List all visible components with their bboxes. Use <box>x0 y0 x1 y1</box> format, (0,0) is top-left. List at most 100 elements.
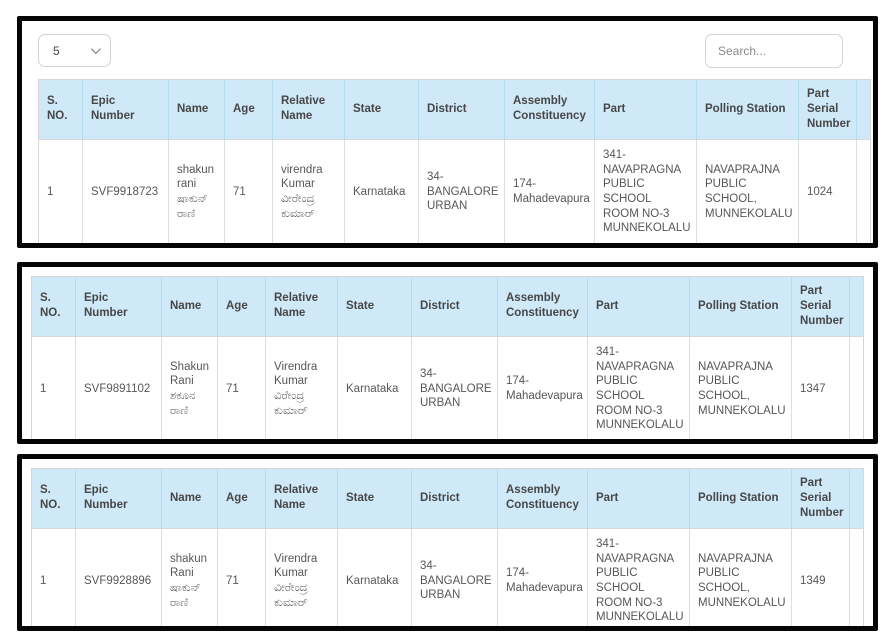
voter-table-2: S. NO. Epic Number Name Age Relative Nam… <box>31 276 864 439</box>
col-header-district: District <box>418 79 505 140</box>
cell-part: 341-NAVAPRAGNA PUBLIC SCHOOL ROOM NO-3 M… <box>594 139 697 243</box>
col-header-epic: Epic Number <box>75 468 162 529</box>
col-header-part: Part <box>587 468 690 529</box>
col-header-assembly: Assembly Constituency <box>497 468 588 529</box>
cell-state: Karnataka <box>337 528 412 626</box>
page-size-value: 5 <box>53 43 60 58</box>
col-header-part-serial: Part Serial Number <box>791 468 850 529</box>
cell-state: Karnataka <box>344 139 419 243</box>
col-header-relative: Relative Name <box>265 468 338 529</box>
cell-part-serial: 1024 <box>798 139 857 243</box>
cell-epic: SVF9928896 <box>75 528 162 626</box>
cell-sno: 1 <box>31 336 76 439</box>
cell-district: 34-BANGALORE URBAN <box>418 139 505 243</box>
table-row: 1 SVF9918723 shakun rani ಷಾಕುನ್ ರಾಣಿ 71 … <box>38 139 871 243</box>
cell-age: 71 <box>217 528 266 626</box>
name-english: shakun rani <box>177 163 215 191</box>
col-header-extra <box>856 79 871 140</box>
col-header-part-serial: Part Serial Number <box>798 79 857 140</box>
col-header-polling: Polling Station <box>689 468 792 529</box>
col-header-part: Part <box>594 79 697 140</box>
cell-name: shakun Rani ಷಾಕುನ್ ರಾಣಿ <box>161 528 218 626</box>
cell-relative: virendra Kumar ವೀರೇಂದ್ರ ಕುಮಾರ್ <box>272 139 345 243</box>
col-header-assembly: Assembly Constituency <box>504 79 595 140</box>
col-header-district: District <box>411 468 498 529</box>
col-header-state: State <box>337 276 412 337</box>
header-row: S. NO. Epic Number Name Age Relative Nam… <box>31 468 864 529</box>
cell-assembly: 174-Mahadevapura <box>504 139 595 243</box>
col-header-relative: Relative Name <box>265 276 338 337</box>
cell-relative: Virendra Kumar ವಿರೇಂದ್ರ ಕುಮಾರ್ <box>265 336 338 439</box>
relative-kannada: ವೀರೇಂದ್ರ ಕುಮಾರ್ <box>281 192 315 220</box>
cell-sno: 1 <box>31 528 76 626</box>
relative-english: Virendra Kumar <box>274 552 318 580</box>
col-header-age: Age <box>224 79 273 140</box>
cell-district: 34-BANGALORE URBAN <box>411 528 498 626</box>
cell-district: 34-BANGALORE URBAN <box>411 336 498 439</box>
col-header-name: Name <box>161 468 218 529</box>
col-header-assembly: Assembly Constituency <box>497 276 588 337</box>
cell-polling: NAVAPRAJNA PUBLIC SCHOOL, MUNNEKOLALU <box>689 528 792 626</box>
name-kannada: ಷಾಕುನ್ ರಾಣಿ <box>170 581 201 609</box>
cell-epic: SVF9918723 <box>82 139 169 243</box>
cell-part-serial: 1349 <box>791 528 850 626</box>
table-row: 1 SVF9891102 Shakun Rani ಶಕೂನ ರಾಣಿ 71 Vi… <box>31 336 864 439</box>
col-header-age: Age <box>217 276 266 337</box>
col-header-extra <box>849 276 864 337</box>
cell-state: Karnataka <box>337 336 412 439</box>
name-english: Shakun Rani <box>170 360 210 388</box>
cell-age: 71 <box>217 336 266 439</box>
col-header-name: Name <box>168 79 225 140</box>
col-header-sno: S. NO. <box>31 468 76 529</box>
col-header-epic: Epic Number <box>82 79 169 140</box>
cell-assembly: 174-Mahadevapura <box>497 528 588 626</box>
header-row: S. NO. Epic Number Name Age Relative Nam… <box>31 276 864 337</box>
table-controls: 5 <box>38 34 865 68</box>
voter-table-1: S. NO. Epic Number Name Age Relative Nam… <box>38 79 871 243</box>
cell-name: shakun rani ಷಾಕುನ್ ರಾಣಿ <box>168 139 225 243</box>
relative-kannada: ವೀರೇಂದ್ರ ಕುಮಾರ್ <box>274 581 308 609</box>
col-header-state: State <box>337 468 412 529</box>
col-header-part: Part <box>587 276 690 337</box>
col-header-name: Name <box>161 276 218 337</box>
voter-table-3: S. NO. Epic Number Name Age Relative Nam… <box>31 468 864 626</box>
cell-relative: Virendra Kumar ವೀರೇಂದ್ರ ಕುಮಾರ್ <box>265 528 338 626</box>
cell-epic: SVF9891102 <box>75 336 162 439</box>
chevron-down-icon <box>90 44 101 55</box>
col-header-district: District <box>411 276 498 337</box>
col-header-sno: S. NO. <box>38 79 83 140</box>
result-panel-3: S. NO. Epic Number Name Age Relative Nam… <box>17 454 878 631</box>
col-header-state: State <box>344 79 419 140</box>
result-panel-2: S. NO. Epic Number Name Age Relative Nam… <box>17 262 878 444</box>
relative-kannada: ವಿರೇಂದ್ರ ಕುಮಾರ್ <box>274 389 308 417</box>
cell-part: 341-NAVAPRAGNA PUBLIC SCHOOL ROOM NO-3 M… <box>587 528 690 626</box>
col-header-polling: Polling Station <box>689 276 792 337</box>
cell-extra <box>849 528 864 626</box>
header-row: S. NO. Epic Number Name Age Relative Nam… <box>38 79 871 140</box>
name-english: shakun Rani <box>170 552 208 580</box>
col-header-sno: S. NO. <box>31 276 76 337</box>
col-header-extra <box>849 468 864 529</box>
cell-extra <box>856 139 871 243</box>
cell-assembly: 174-Mahadevapura <box>497 336 588 439</box>
relative-english: Virendra Kumar <box>274 360 318 388</box>
cell-polling: NAVAPRAJNA PUBLIC SCHOOL, MUNNEKOLALU <box>696 139 799 243</box>
name-kannada: ಷಾಕುನ್ ರಾಣಿ <box>177 192 208 220</box>
cell-extra <box>849 336 864 439</box>
search-input[interactable] <box>705 34 843 68</box>
cell-sno: 1 <box>38 139 83 243</box>
cell-name: Shakun Rani ಶಕೂನ ರಾಣಿ <box>161 336 218 439</box>
cell-part-serial: 1347 <box>791 336 850 439</box>
col-header-age: Age <box>217 468 266 529</box>
col-header-epic: Epic Number <box>75 276 162 337</box>
name-kannada: ಶಕೂನ ರಾಣಿ <box>170 389 196 417</box>
col-header-relative: Relative Name <box>272 79 345 140</box>
page-size-select[interactable]: 5 <box>38 34 111 67</box>
result-panel-1: 5 S. NO. Epic Number Name Age Relative N… <box>17 16 878 248</box>
relative-english: virendra Kumar <box>281 163 323 191</box>
cell-polling: NAVAPRAJNA PUBLIC SCHOOL, MUNNEKOLALU <box>689 336 792 439</box>
col-header-part-serial: Part Serial Number <box>791 276 850 337</box>
cell-part: 341-NAVAPRAGNA PUBLIC SCHOOL ROOM NO-3 M… <box>587 336 690 439</box>
cell-age: 71 <box>224 139 273 243</box>
